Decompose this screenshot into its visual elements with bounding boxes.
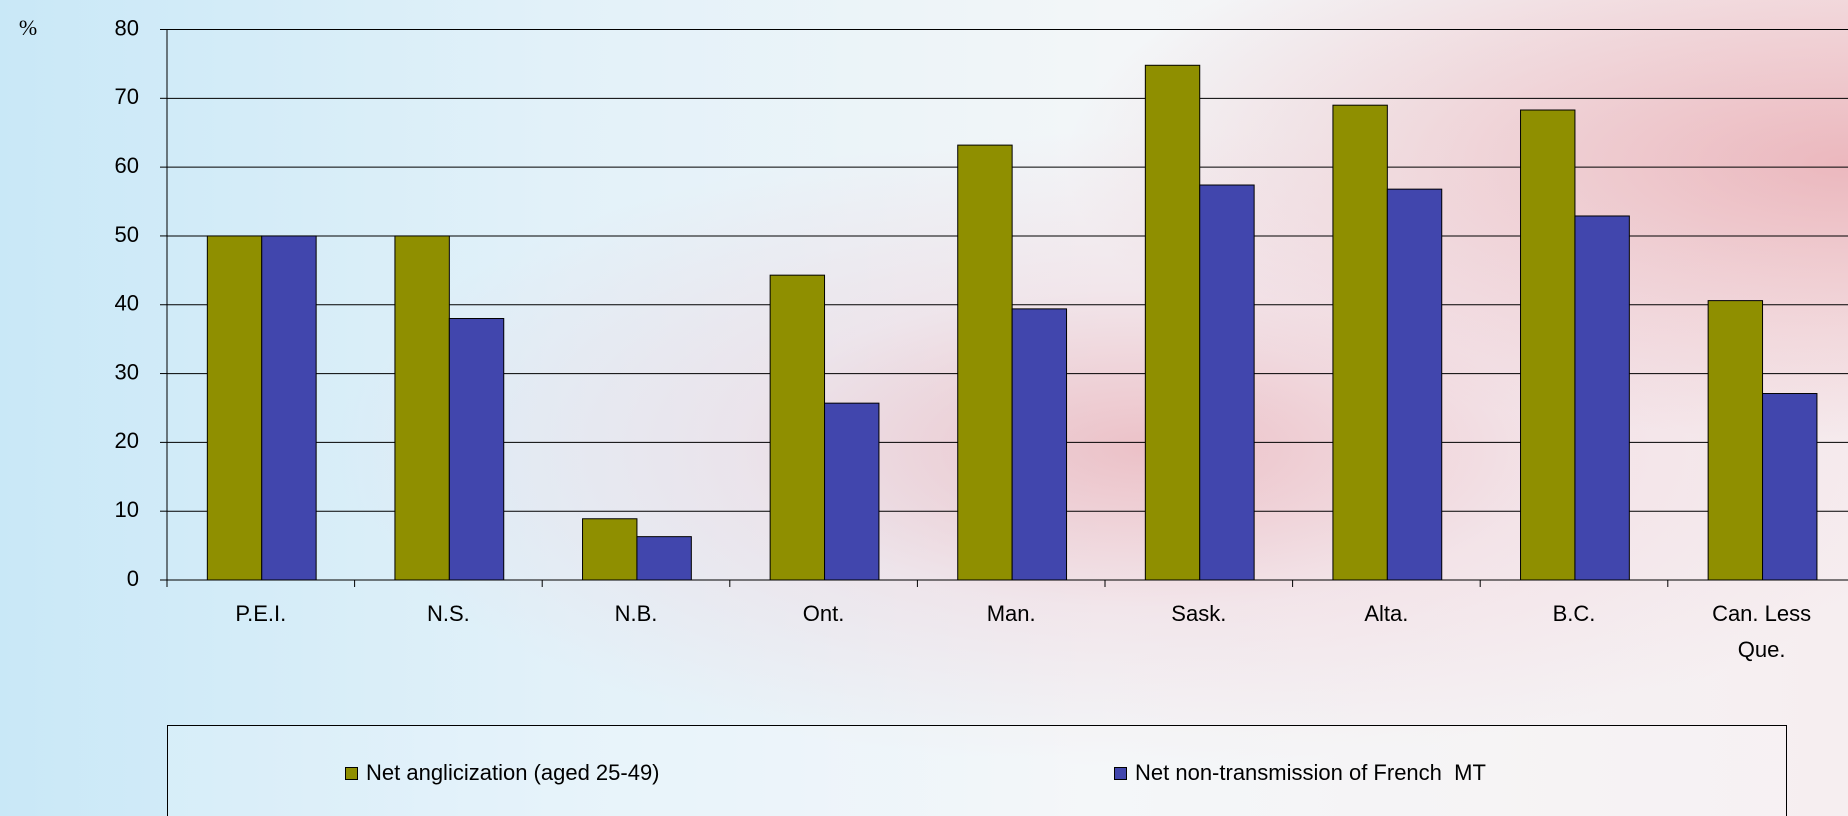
bar — [1707, 300, 1764, 581]
y-tick-label: 30 — [115, 359, 139, 384]
x-tick-label: Alta. — [1364, 601, 1409, 626]
legend-swatch — [345, 766, 358, 780]
y-axis-label: % — [19, 15, 37, 40]
bar — [1144, 64, 1201, 581]
x-tick-label: Man. — [986, 601, 1036, 626]
legend-label: Net anglicization (aged 25-49) — [366, 760, 660, 785]
y-tick-label: 60 — [115, 153, 139, 178]
bar — [261, 235, 317, 581]
y-tick-label: 80 — [115, 15, 139, 40]
bar — [824, 402, 880, 581]
bar — [206, 235, 263, 581]
x-tick-label: P.E.I. — [235, 601, 287, 626]
bar — [636, 536, 692, 581]
bar — [1762, 393, 1818, 581]
bar — [448, 318, 505, 581]
x-tick-label: N.B. — [614, 601, 658, 626]
bar — [1520, 109, 1576, 581]
bar — [957, 144, 1013, 581]
x-tick-label: Can. Less Que. — [1712, 601, 1812, 662]
y-tick-label: 20 — [115, 428, 139, 453]
bar — [1386, 188, 1443, 581]
bar — [1574, 215, 1630, 581]
y-tick-label: 10 — [115, 497, 139, 522]
legend: Net anglicization (aged 25-49) Net non-tr… — [167, 725, 1787, 816]
bar — [1011, 308, 1068, 581]
y-tick-label: 70 — [115, 84, 139, 109]
bar — [1332, 104, 1388, 581]
bar — [394, 235, 450, 581]
x-tick-label: Ont. — [802, 601, 845, 626]
y-tick-label: 50 — [115, 222, 139, 247]
legend-item: Net anglicization (aged 25-49) — [345, 760, 660, 786]
x-tick-label: N.S. — [426, 601, 470, 626]
y-tick-label: 40 — [115, 291, 139, 316]
bar — [582, 518, 638, 581]
x-tick-label: Sask. — [1171, 601, 1227, 626]
y-tick-label: 0 — [127, 566, 139, 591]
legend-item: Net non-transmission of French MT — [1114, 760, 1486, 786]
x-tick-label: B.C. — [1552, 601, 1596, 626]
bar — [769, 274, 826, 581]
legend-label: Net non-transmission of French MT — [1135, 760, 1486, 785]
legend-swatch — [1114, 766, 1127, 780]
bar — [1199, 184, 1255, 581]
